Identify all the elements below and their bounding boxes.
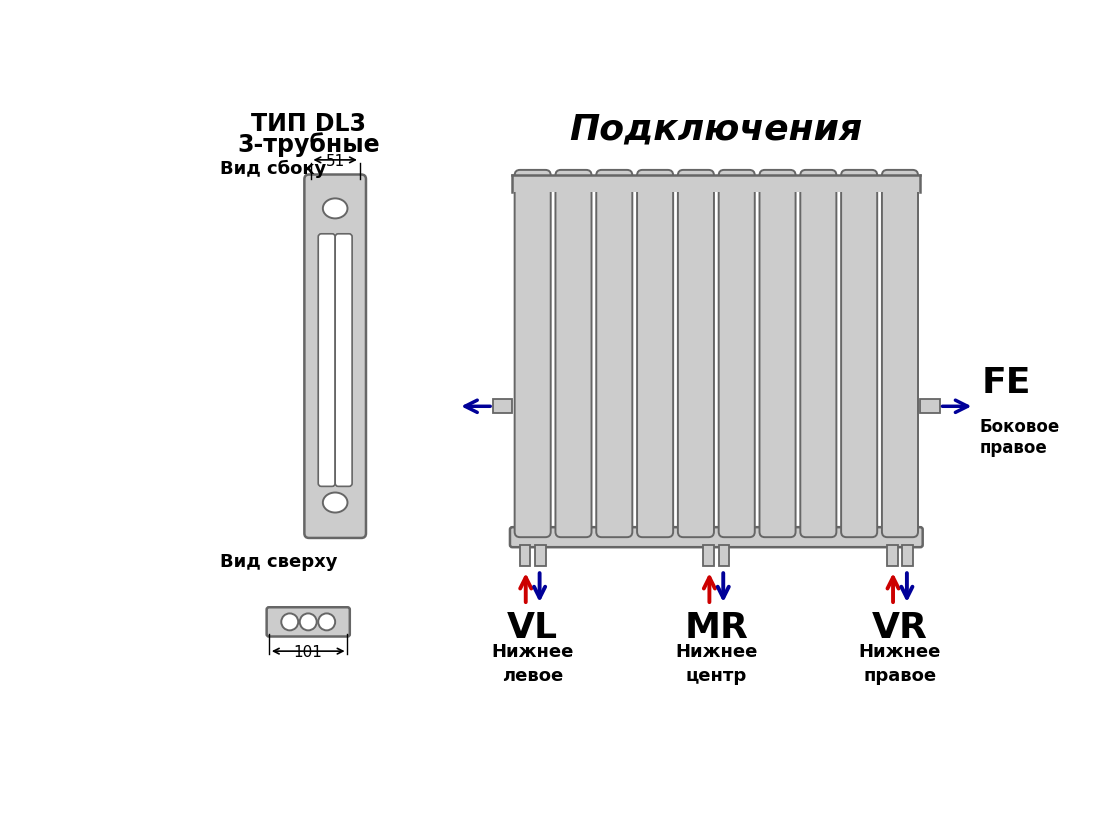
Ellipse shape xyxy=(323,492,348,513)
FancyBboxPatch shape xyxy=(510,527,923,547)
Bar xyxy=(887,545,897,567)
Bar xyxy=(920,400,940,414)
Text: 101: 101 xyxy=(294,645,322,659)
Text: VR: VR xyxy=(872,611,928,645)
Circle shape xyxy=(318,613,336,631)
FancyBboxPatch shape xyxy=(555,170,592,537)
FancyBboxPatch shape xyxy=(515,170,551,537)
Text: Нижнее
правое: Нижнее правое xyxy=(858,644,941,685)
Text: ТИП DL3: ТИП DL3 xyxy=(251,112,366,136)
Text: 51: 51 xyxy=(326,154,345,169)
Bar xyxy=(703,545,714,567)
Text: VL: VL xyxy=(507,611,558,645)
Bar xyxy=(902,545,913,567)
Bar xyxy=(718,545,730,567)
FancyBboxPatch shape xyxy=(882,170,918,537)
FancyBboxPatch shape xyxy=(760,170,796,537)
Text: Боковое
правое: Боковое правое xyxy=(979,418,1060,457)
Text: Нижнее
левое: Нижнее левое xyxy=(491,644,574,685)
Text: Нижнее
центр: Нижнее центр xyxy=(675,644,758,685)
FancyBboxPatch shape xyxy=(336,233,352,486)
Bar xyxy=(535,545,546,567)
Circle shape xyxy=(300,613,317,631)
Text: Вид сверху: Вид сверху xyxy=(219,553,337,571)
FancyBboxPatch shape xyxy=(637,170,674,537)
Text: FE: FE xyxy=(982,366,1032,400)
FancyBboxPatch shape xyxy=(266,607,350,636)
Bar xyxy=(519,545,530,567)
FancyBboxPatch shape xyxy=(678,170,714,537)
Ellipse shape xyxy=(323,198,348,219)
Text: Вид сбоку: Вид сбоку xyxy=(219,160,326,178)
FancyBboxPatch shape xyxy=(718,170,755,537)
Text: 3-трубные: 3-трубные xyxy=(237,132,379,157)
FancyBboxPatch shape xyxy=(800,170,836,537)
Circle shape xyxy=(281,613,298,631)
FancyBboxPatch shape xyxy=(318,233,336,486)
Bar xyxy=(493,400,513,414)
Text: Подключения: Подключения xyxy=(570,112,863,146)
Bar xyxy=(513,175,920,192)
FancyBboxPatch shape xyxy=(841,170,877,537)
FancyBboxPatch shape xyxy=(304,174,366,538)
FancyBboxPatch shape xyxy=(596,170,632,537)
Text: MR: MR xyxy=(685,611,749,645)
